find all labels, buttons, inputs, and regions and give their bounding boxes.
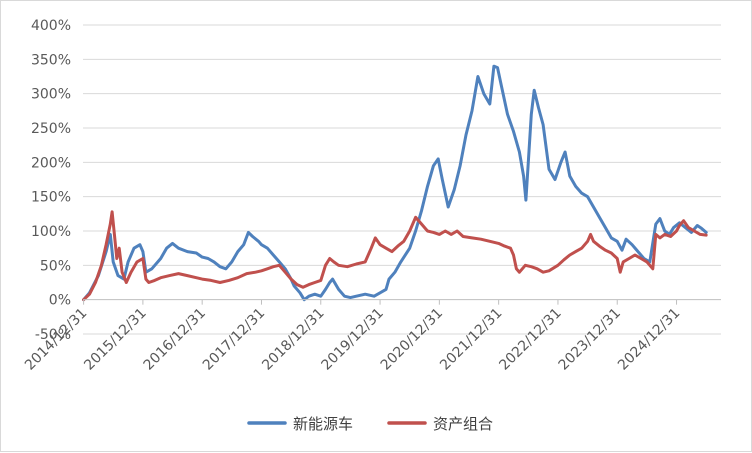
x-tick-label: 2014/12/31 bbox=[22, 305, 90, 373]
x-tick-label: 2017/12/31 bbox=[200, 305, 268, 373]
x-tick-label: 2015/12/31 bbox=[81, 305, 149, 373]
x-tick-label: 2021/12/31 bbox=[437, 305, 505, 373]
legend: 新能源车 资产组合 bbox=[247, 415, 493, 433]
x-tick-label: 2016/12/31 bbox=[141, 305, 209, 373]
y-tick-label: 150% bbox=[31, 190, 71, 206]
x-tick-label: 2022/12/31 bbox=[496, 305, 564, 373]
axis-layer: -50% 0% 50% 100% 150% 200% 250% 300% 350% 400% 201… bbox=[22, 18, 721, 374]
y-tick-label: 50% bbox=[40, 258, 71, 274]
y-tick-label: 300% bbox=[31, 87, 71, 103]
x-tick-label: 2020/12/31 bbox=[378, 305, 446, 373]
legend-label-1: 新能源车 bbox=[293, 415, 353, 433]
x-tick-label: 2024/12/31 bbox=[615, 305, 683, 373]
y-tick-label: 200% bbox=[31, 155, 71, 171]
x-tick-label: 2023/12/31 bbox=[556, 305, 624, 373]
y-tick-label: 250% bbox=[31, 121, 71, 137]
y-tick-label: 400% bbox=[31, 18, 71, 34]
y-tick-label: -50% bbox=[35, 327, 71, 343]
series-layer bbox=[82, 64, 708, 302]
y-tick-label: 100% bbox=[31, 224, 71, 240]
x-tick-label: 2019/12/31 bbox=[319, 305, 387, 373]
grid-layer bbox=[83, 24, 721, 335]
legend-label-2: 资产组合 bbox=[433, 415, 493, 433]
series-line-1 bbox=[82, 64, 708, 302]
series-line-2 bbox=[82, 210, 708, 302]
x-tick-label: 2018/12/31 bbox=[259, 305, 327, 373]
y-tick-label: 0% bbox=[49, 293, 71, 309]
y-tick-label: 350% bbox=[31, 52, 71, 68]
